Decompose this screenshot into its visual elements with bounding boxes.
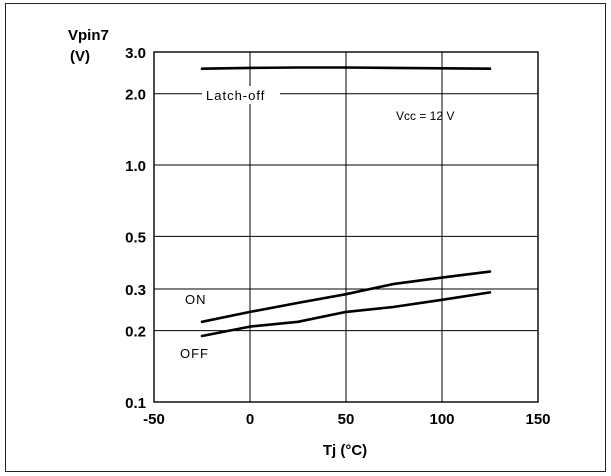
y-tick-label: 3.0 (125, 45, 146, 62)
condition-annotation: Vcc = 12 V (396, 109, 454, 123)
tick-labels: -50 0 50 100 150 0.1 0.2 0.3 0.5 1.0 2.0 3.0 (125, 45, 550, 428)
series-label-latch-off: Latch-off (206, 88, 265, 103)
y-axis-label-line2: (V) (70, 48, 90, 65)
x-axis-label: Tj (°C) (323, 442, 367, 459)
x-tick-label: 50 (338, 411, 355, 428)
grid (154, 52, 538, 402)
series-line-off (200, 291, 492, 338)
series-line-latch-off (200, 66, 492, 70)
y-tick-label: 1.0 (125, 158, 146, 175)
latch-off-label-bg (202, 86, 280, 104)
x-tick-label: 150 (525, 411, 550, 428)
y-axis-label-line1: Vpin7 (68, 27, 109, 44)
x-tick-label: 100 (429, 411, 454, 428)
series-line-on (200, 270, 492, 324)
series-label-off: OFF (180, 346, 209, 361)
x-tick-label: -50 (143, 411, 165, 428)
y-tick-label: 2.0 (125, 87, 146, 104)
series-lines (200, 66, 492, 338)
figure-frame (5, 3, 606, 472)
y-tick-label: 0.2 (125, 324, 146, 341)
y-tick-label: 0.5 (125, 229, 146, 246)
series-label-on: ON (185, 292, 207, 307)
y-tick-label: 0.1 (125, 395, 146, 412)
x-tick-label: 0 (246, 411, 254, 428)
y-tick-label: 0.3 (125, 282, 146, 299)
